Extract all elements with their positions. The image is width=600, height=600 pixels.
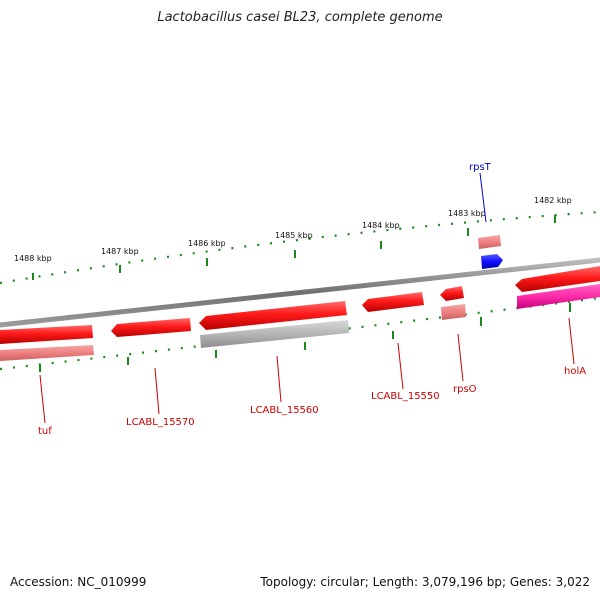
feature-tuf: [0, 325, 93, 344]
label-line-tuf: [39, 374, 46, 424]
gene-label-holA: holA: [564, 366, 586, 377]
label-line-rpsT: [479, 172, 487, 223]
tick-label-1488: 1488 kbp: [14, 254, 52, 263]
gene-label-LCABL_15550: LCABL_15550: [371, 391, 440, 402]
label-line-holA: [568, 317, 575, 365]
gene-label-rpsT: rpsT: [469, 162, 492, 173]
tick-label-1482: 1482 kbp: [534, 196, 572, 205]
gene-label-rpsO: rpsO: [453, 384, 477, 395]
map-title: Lactobacillus casei BL23, complete genom…: [157, 10, 443, 25]
genome-backbone: [0, 257, 600, 328]
tick-label-1487: 1487 kbp: [101, 247, 139, 256]
feature-LCABL_15550: [362, 292, 424, 312]
feature-rpsT-arrow: [481, 254, 503, 269]
tick-label-1486: 1486 kbp: [188, 239, 226, 248]
feature-rpsO-light: [441, 304, 466, 320]
feature-tuf-light: [0, 345, 94, 361]
gene-label-LCABL_15570: LCABL_15570: [126, 417, 195, 428]
feature-rpsO: [440, 286, 464, 301]
genome-summary-text: Topology: circular; Length: 3,079,196 bp…: [260, 575, 590, 589]
feature-LCABL_15560: [199, 301, 347, 330]
feature-holA-magenta: [517, 284, 600, 309]
feature-rpsT-light: [478, 235, 501, 249]
tick-label-1483: 1483 kbp: [448, 209, 486, 218]
feature-LCABL_15560-gray: [200, 320, 349, 348]
tick-label-1484: 1484 kbp: [362, 221, 400, 230]
label-line-LCABL_15550: [397, 342, 404, 390]
ruler-major-ticks: [32, 215, 556, 280]
feature-holA: [515, 266, 600, 292]
gene-label-tuf: tuf: [38, 426, 52, 437]
feature-LCABL_15570: [111, 318, 191, 337]
label-line-LCABL_15570: [154, 367, 160, 415]
gene-label-LCABL_15560: LCABL_15560: [250, 405, 319, 416]
tick-label-1485: 1485 kbp: [275, 231, 313, 240]
label-line-rpsO: [457, 333, 464, 382]
label-line-LCABL_15560: [276, 355, 282, 403]
ruler-upper-dots: [0, 210, 600, 285]
accession-text: Accession: NC_010999: [10, 575, 147, 589]
ruler-lower-ticks: [39, 303, 571, 372]
